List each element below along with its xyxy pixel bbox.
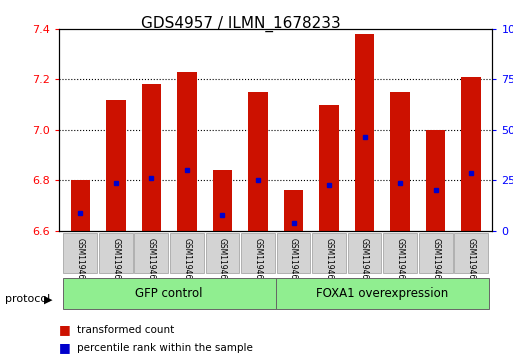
- Text: GFP control: GFP control: [135, 287, 203, 299]
- Bar: [284, 190, 303, 231]
- Bar: [177, 72, 196, 231]
- Bar: [170, 233, 204, 273]
- Bar: [71, 180, 90, 231]
- Text: GSM1194643: GSM1194643: [253, 238, 263, 289]
- Bar: [106, 99, 126, 231]
- Bar: [142, 85, 161, 231]
- Bar: [276, 278, 489, 309]
- Text: GSM1194642: GSM1194642: [218, 238, 227, 289]
- Bar: [390, 92, 410, 231]
- Bar: [277, 233, 310, 273]
- Text: FOXA1 overexpression: FOXA1 overexpression: [316, 287, 448, 299]
- Text: GSM1194641: GSM1194641: [183, 238, 191, 289]
- Bar: [419, 233, 452, 273]
- Text: GSM1194636: GSM1194636: [111, 238, 121, 289]
- Bar: [63, 278, 276, 309]
- Bar: [348, 233, 382, 273]
- Bar: [248, 92, 268, 231]
- Text: ■: ■: [59, 341, 71, 354]
- Bar: [455, 233, 488, 273]
- Text: ■: ■: [59, 323, 71, 336]
- Bar: [319, 105, 339, 231]
- Text: GSM1194634: GSM1194634: [289, 238, 298, 289]
- Text: ▶: ▶: [44, 294, 52, 305]
- Text: transformed count: transformed count: [77, 325, 174, 335]
- Text: GDS4957 / ILMN_1678233: GDS4957 / ILMN_1678233: [141, 16, 341, 32]
- Text: GSM1194638: GSM1194638: [325, 238, 333, 289]
- Text: percentile rank within the sample: percentile rank within the sample: [77, 343, 253, 353]
- Text: GSM1194645: GSM1194645: [467, 238, 476, 289]
- Bar: [213, 170, 232, 231]
- Bar: [461, 77, 481, 231]
- Bar: [206, 233, 240, 273]
- Text: GSM1194637: GSM1194637: [147, 238, 156, 289]
- Bar: [383, 233, 417, 273]
- Bar: [312, 233, 346, 273]
- Text: protocol: protocol: [5, 294, 50, 305]
- Bar: [355, 34, 374, 231]
- Bar: [64, 233, 97, 273]
- Text: GSM1194644: GSM1194644: [431, 238, 440, 289]
- Text: GSM1194635: GSM1194635: [76, 238, 85, 289]
- Text: GSM1194639: GSM1194639: [360, 238, 369, 289]
- Bar: [134, 233, 168, 273]
- Bar: [426, 130, 445, 231]
- Text: GSM1194640: GSM1194640: [396, 238, 405, 289]
- Bar: [241, 233, 275, 273]
- Bar: [99, 233, 133, 273]
